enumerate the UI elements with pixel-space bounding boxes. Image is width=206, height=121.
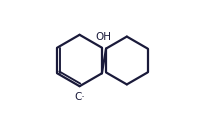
Text: C·: C· [74, 92, 84, 102]
Text: OH: OH [95, 32, 110, 42]
